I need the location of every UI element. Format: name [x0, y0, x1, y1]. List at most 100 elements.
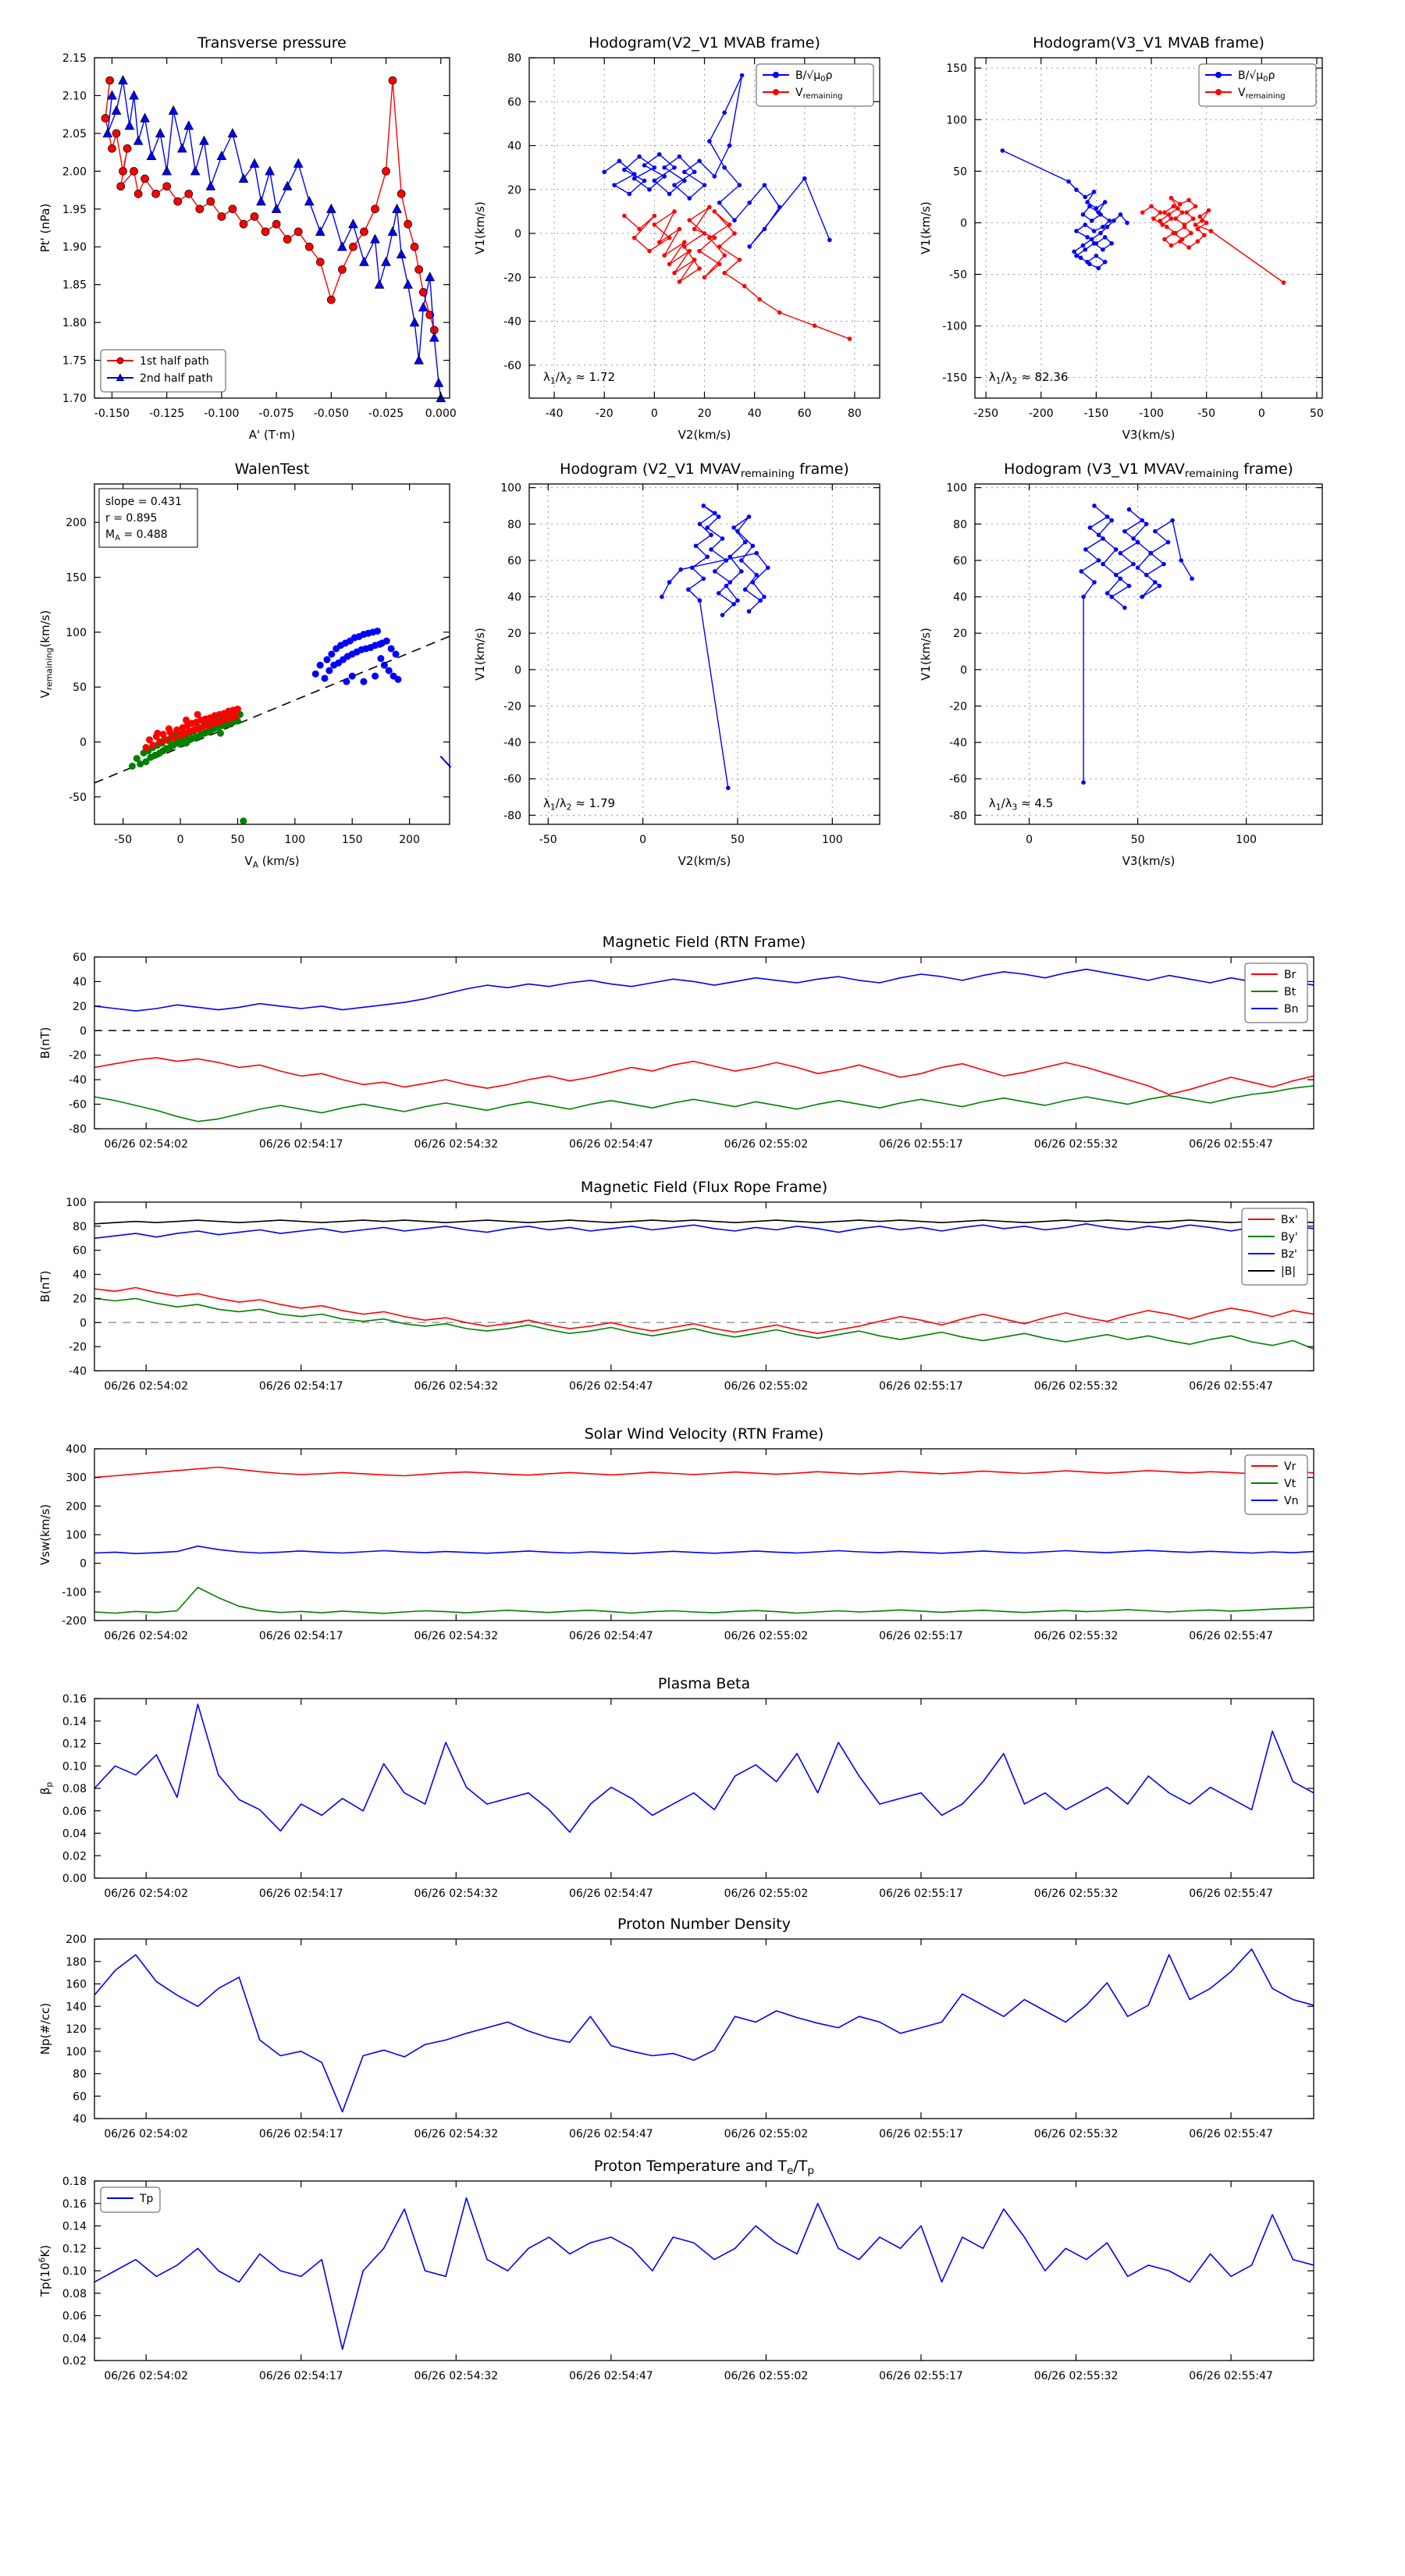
- chart-magnetic-field-flux-rope: 06/26 02:54:02 06/26 02:54:17 06/26 02:54:…: [38, 1179, 1314, 1393]
- chart-text: 06/26 02:54:02: [104, 1138, 188, 1151]
- chart-text: 06/26 02:54:17: [259, 1138, 343, 1151]
- chart-text: 06/26 02:54:17: [259, 2370, 343, 2382]
- chart-text: 06/26 02:54:17: [259, 1888, 343, 1900]
- chart-text: -40: [69, 1074, 87, 1087]
- chart-text: 0: [80, 1317, 87, 1329]
- chart-text: 1.95: [62, 204, 87, 216]
- chart-text: 06/26 02:55:02: [724, 1380, 809, 1393]
- chart-text: Bz': [1281, 1248, 1297, 1261]
- chart-text: 06/26 02:55:17: [879, 1888, 963, 1900]
- chart-text: -0.125: [149, 407, 184, 420]
- chart-text: 06/26 02:54:17: [259, 2128, 343, 2140]
- chart-text: 50: [1131, 834, 1145, 846]
- chart-text: 06/26 02:55:17: [879, 2128, 963, 2140]
- chart-text: -20: [503, 272, 521, 284]
- chart-text: VA (km/s): [244, 854, 299, 870]
- chart-text: -80: [69, 1123, 87, 1136]
- chart-text: 100: [946, 114, 967, 126]
- chart-text: 06/26 02:55:17: [879, 2370, 963, 2382]
- chart-text: Tp(106K): [37, 2245, 52, 2297]
- chart-magnetic-field-rtn: 06/26 02:54:02 06/26 02:54:17 06/26 02:54:…: [38, 934, 1314, 1151]
- chart-text: Vr: [1284, 1461, 1297, 1473]
- chart-text: 60: [73, 1245, 87, 1258]
- chart-text: 06/26 02:54:02: [104, 1888, 188, 1900]
- chart-proton-temperature: 06/26 02:54:02 06/26 02:54:17 06/26 02:54:…: [37, 2158, 1314, 2382]
- chart-text: 06/26 02:55:47: [1189, 1380, 1273, 1393]
- chart-text: 60: [507, 96, 521, 109]
- chart-text: 60: [73, 952, 87, 964]
- chart-text: Vn: [1284, 1495, 1298, 1507]
- chart-text: 06/26 02:55:02: [724, 1138, 809, 1151]
- chart-text: B(nT): [38, 1027, 52, 1059]
- chart-text: -60: [503, 774, 521, 786]
- chart-text: 40: [507, 592, 521, 604]
- chart-hodogram-v3-v1-mvab: -250 -200 -150 -100 -50 0 50 -150 -100 -50 0 50 100 1…: [919, 34, 1324, 442]
- chart-text: -150: [942, 372, 967, 385]
- chart-text: -200: [62, 1615, 87, 1628]
- chart-text: 06/26 02:55:47: [1189, 1138, 1273, 1151]
- chart-text: -100: [62, 1586, 87, 1599]
- chart-text: 06/26 02:55:02: [724, 1630, 809, 1642]
- chart-text: 06/26 02:54:02: [104, 1630, 188, 1642]
- chart-text: Bn: [1284, 1003, 1298, 1016]
- chart-text: 06/26 02:55:47: [1189, 2370, 1273, 2382]
- chart-text: 80: [507, 518, 521, 531]
- chart-text: 200: [66, 1500, 87, 1513]
- chart-hodogram-v2-v1-mvav-remaining: -50 0 50 100 -80 -60 -40 -20 0 20 40 60 80 100 Hodogra…: [473, 461, 880, 868]
- chart-text: 20: [507, 184, 521, 197]
- chart-text: 0: [1258, 407, 1265, 420]
- chart-solar-wind-velocity-rtn: 06/26 02:54:02 06/26 02:54:17 06/26 02:54:…: [38, 1425, 1314, 1642]
- chart-text: 160: [66, 1979, 87, 1991]
- chart-text: Br: [1284, 969, 1297, 981]
- chart-text: 50: [1310, 407, 1324, 420]
- chart-text: -20: [949, 700, 967, 713]
- chart-text: 40: [507, 141, 521, 153]
- chart-text: 06/26 02:54:47: [569, 2128, 653, 2140]
- chart-text: 1st half path: [140, 355, 209, 368]
- chart-text: -80: [949, 809, 967, 822]
- chart-text: 0: [80, 1558, 87, 1571]
- chart-text: 80: [73, 2069, 87, 2081]
- chart-text: Magnetic Field (Flux Rope Frame): [581, 1179, 827, 1196]
- chart-text: 0: [80, 1025, 87, 1037]
- chart-text: Pt' (nPa): [38, 204, 52, 253]
- chart-text: B/√μ0ρ: [1238, 69, 1275, 84]
- chart-text: V2(km/s): [678, 428, 731, 442]
- chart-text: 1.75: [62, 355, 87, 368]
- chart-text: 06/26 02:54:17: [259, 1630, 343, 1642]
- chart-text: 100: [822, 834, 843, 846]
- chart-text: 06/26 02:54:32: [414, 1630, 498, 1642]
- chart-text: 06/26 02:55:47: [1189, 2128, 1273, 2140]
- chart-text: 0.18: [62, 2176, 87, 2188]
- chart-text: Hodogram(V3_V1 MVAB frame): [1033, 34, 1264, 52]
- chart-text: 100: [500, 482, 521, 495]
- chart-text: 80: [507, 52, 521, 65]
- chart-text: V3(km/s): [1122, 854, 1176, 868]
- chart-text: 06/26 02:55:02: [724, 2128, 809, 2140]
- chart-text: 0.04: [62, 1828, 87, 1841]
- chart-text: 120: [66, 2023, 87, 2036]
- chart-text: 150: [66, 572, 87, 585]
- chart-text: 80: [73, 1221, 87, 1233]
- chart-text: V3(km/s): [1122, 428, 1176, 442]
- chart-text: 0.12: [62, 2243, 87, 2255]
- chart-text: -250: [973, 407, 998, 420]
- chart-text: 06/26 02:55:02: [724, 2370, 809, 2382]
- chart-text: 2.10: [62, 90, 87, 102]
- chart-text: 06/26 02:55:32: [1034, 1888, 1119, 1900]
- chart-text: -0.075: [259, 407, 294, 420]
- chart-text: 06/26 02:54:32: [414, 1888, 498, 1900]
- chart-text: 60: [73, 2090, 87, 2103]
- chart-text: λ1/λ2 ≈ 1.79: [543, 796, 615, 812]
- chart-text: 50: [731, 834, 745, 846]
- chart-text: 06/26 02:55:47: [1189, 1630, 1273, 1642]
- chart-text: 0: [177, 834, 184, 846]
- chart-plasma-beta: 06/26 02:54:02 06/26 02:54:17 06/26 02:54:…: [38, 1675, 1314, 1900]
- chart-text: Vsw(km/s): [38, 1504, 52, 1565]
- chart-text: -0.150: [94, 407, 130, 420]
- chart-text: 0: [1026, 834, 1033, 846]
- chart-text: 20: [73, 1293, 87, 1305]
- chart-text: 0: [514, 228, 521, 240]
- chart-text: Magnetic Field (RTN Frame): [603, 934, 806, 951]
